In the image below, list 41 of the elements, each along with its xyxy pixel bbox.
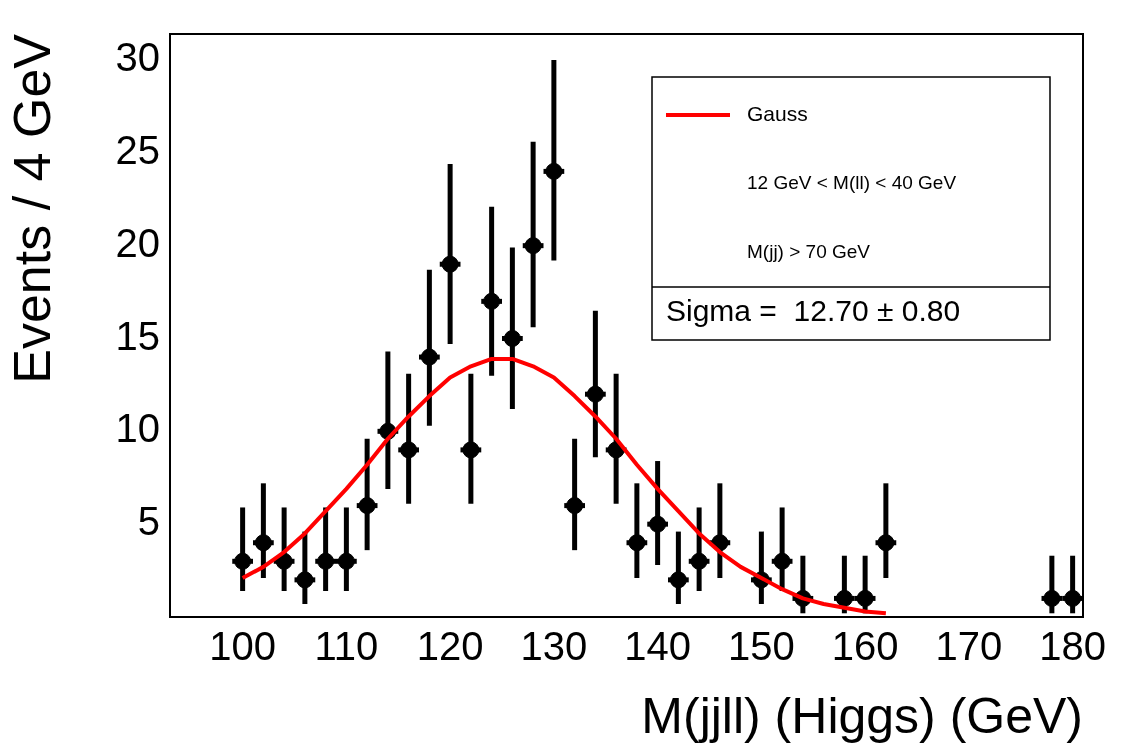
point	[545, 162, 563, 180]
y-tick-label: 5	[137, 499, 160, 544]
point	[649, 515, 667, 533]
point	[524, 237, 542, 255]
annotation: M(jj) > 70 GeV	[747, 241, 871, 263]
point	[254, 534, 272, 552]
point	[462, 441, 480, 459]
point	[441, 255, 459, 273]
x-tick-label: 150	[728, 624, 795, 669]
point	[877, 534, 895, 552]
y-tick-label: 20	[115, 220, 160, 265]
point	[420, 348, 438, 366]
x-tick-label: 110	[314, 624, 379, 669]
y-tick-label: 10	[115, 406, 160, 451]
point	[566, 497, 584, 515]
x-tick-label: 100	[209, 624, 276, 669]
x-tick-label: 130	[520, 624, 588, 669]
point	[586, 385, 604, 403]
point	[669, 571, 687, 589]
y-tick-label: 25	[115, 127, 160, 172]
legend-label: Gauss	[747, 101, 808, 125]
point	[628, 534, 646, 552]
point	[483, 292, 501, 310]
y-tick-label: 15	[115, 313, 160, 358]
x-axis-title: M(jjll) (Higgs) (GeV)	[641, 687, 1083, 744]
y-axis-title: Events / 4 GeV	[2, 33, 61, 384]
point	[690, 552, 708, 570]
x-tick-label: 120	[416, 624, 484, 669]
annotation: 12 GeV < M(ll) < 40 GeV	[747, 172, 957, 194]
point	[503, 330, 521, 347]
x-tick-label: 140	[624, 624, 691, 669]
x-tick-label: 160	[831, 624, 899, 669]
x-tick-label: 180	[1039, 624, 1106, 669]
point	[234, 552, 252, 570]
point	[400, 441, 418, 459]
point	[358, 497, 376, 515]
point	[296, 571, 314, 589]
annotation: Sigma = 12.70 ± 0.80	[666, 294, 961, 328]
y-tick-label: 30	[115, 35, 160, 80]
x-tick-label: 170	[935, 624, 1003, 669]
point	[773, 552, 791, 570]
